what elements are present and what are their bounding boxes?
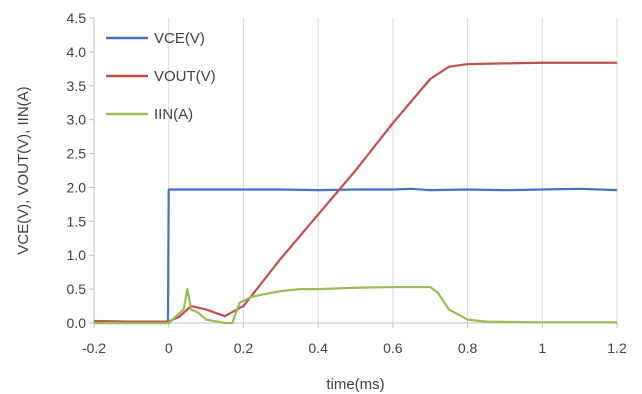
x-tick-label: 1 <box>538 340 546 356</box>
x-tick-label: 0.8 <box>458 340 478 356</box>
y-tick-label: 0.0 <box>67 315 87 331</box>
series-line-3 <box>94 285 617 325</box>
gridlines <box>93 18 618 323</box>
series-lines <box>93 61 618 325</box>
x-tick-label: 0.4 <box>308 340 328 356</box>
legend-label: IIN(A) <box>154 106 193 123</box>
y-tick-label: 2.5 <box>67 146 87 162</box>
x-tick-label: -0.2 <box>82 340 106 356</box>
y-tick-label: 2.0 <box>67 179 87 195</box>
x-tick-label: 0.2 <box>234 340 254 356</box>
x-tick-label: 1.2 <box>607 340 627 356</box>
y-tick-label: 1.0 <box>67 247 87 263</box>
y-tick-label: 3.5 <box>67 78 87 94</box>
series-line-1 <box>94 187 618 325</box>
x-tick-label: 0 <box>165 340 173 356</box>
y-tick-label: 0.5 <box>67 281 87 297</box>
legend-label: VCE(V) <box>154 30 205 47</box>
y-axis-title: VCE(V), VOUT(V), IIN(A) <box>15 86 32 254</box>
series-line-2 <box>93 61 617 323</box>
x-tick-label: 0.6 <box>383 340 403 356</box>
y-tick-label: 4.5 <box>67 10 87 26</box>
y-tick-label: 4.0 <box>67 44 87 60</box>
legend: VCE(V) VOUT(V) IIN(A) <box>106 30 216 123</box>
legend-label: VOUT(V) <box>154 68 216 85</box>
y-tick-label: 1.5 <box>67 213 87 229</box>
y-tick-label: 3.0 <box>67 112 87 128</box>
axes: 0.0 0.5 1.0 1.5 2.0 2.5 3.0 3.5 4.0 4.5 -0.2 0 0.2 0.… <box>67 10 627 356</box>
x-axis-title: time(ms) <box>326 376 384 393</box>
